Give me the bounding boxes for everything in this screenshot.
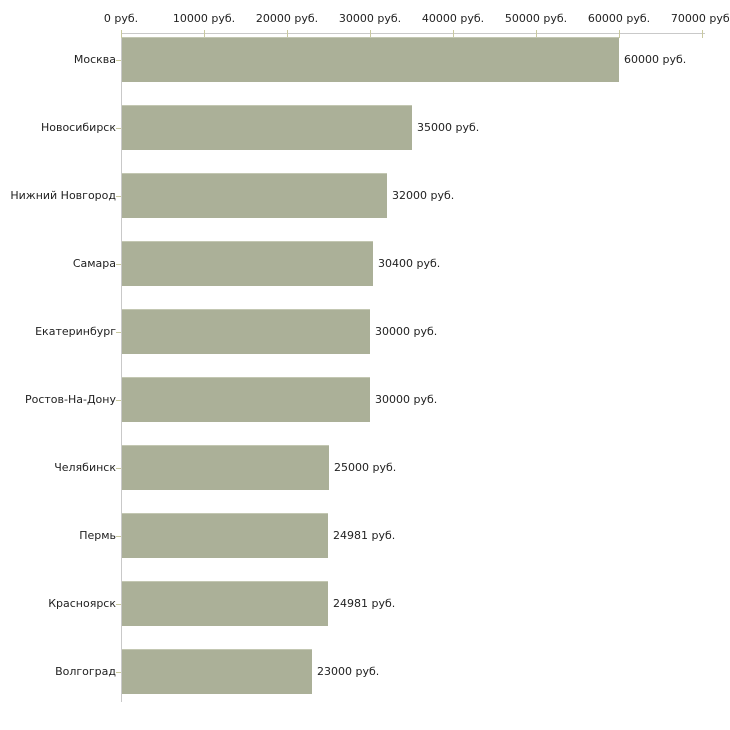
bar (122, 377, 370, 422)
x-axis-tick (536, 30, 537, 38)
bar (122, 105, 412, 150)
x-axis-tick (453, 30, 454, 38)
x-axis-tick-label: 40000 руб. (421, 12, 485, 25)
category-label: Самара (72, 256, 116, 270)
value-label: 23000 руб. (317, 664, 380, 678)
x-axis-tick (702, 30, 703, 38)
value-label: 24981 руб. (333, 596, 396, 610)
bar (122, 445, 329, 490)
bar (122, 513, 328, 558)
y-axis-tick (116, 468, 121, 469)
y-axis-tick (116, 604, 121, 605)
x-axis-tick-label: 60000 руб. (587, 12, 651, 25)
value-label: 25000 руб. (334, 460, 397, 474)
y-axis-tick (116, 672, 121, 673)
bar (122, 309, 370, 354)
x-axis-tick-label: 10000 руб. (172, 12, 236, 25)
x-axis-tick-label: 20000 руб. (255, 12, 319, 25)
category-label: Красноярск (48, 596, 116, 610)
value-label: 60000 руб. (624, 52, 687, 66)
bar (122, 649, 312, 694)
bar (122, 241, 373, 286)
y-axis-tick (116, 196, 121, 197)
value-label: 32000 руб. (392, 188, 455, 202)
x-axis-tick (121, 30, 122, 38)
y-axis-tick (116, 264, 121, 265)
value-label: 30000 руб. (375, 324, 438, 338)
value-label: 35000 руб. (417, 120, 480, 134)
x-axis-tick-label: 70000 руб. (670, 12, 730, 25)
value-label: 30400 руб. (378, 256, 441, 270)
y-axis-tick (116, 128, 121, 129)
category-label: Волгоград (55, 664, 116, 678)
value-label: 24981 руб. (333, 528, 396, 542)
x-axis-tick (287, 30, 288, 38)
category-label: Челябинск (54, 460, 116, 474)
value-label: 30000 руб. (375, 392, 438, 406)
bar (122, 173, 387, 218)
category-label: Пермь (79, 528, 116, 542)
x-axis-tick-label: 50000 руб. (504, 12, 568, 25)
bar (122, 37, 619, 82)
category-label: Екатеринбург (35, 324, 116, 338)
category-label: Новосибирск (40, 120, 116, 134)
y-axis-tick (116, 332, 121, 333)
x-axis-tick (619, 30, 620, 38)
x-axis-line (121, 33, 705, 34)
y-axis-tick (116, 400, 121, 401)
y-axis-tick (116, 60, 121, 61)
bar (122, 581, 328, 626)
x-axis-tick (204, 30, 205, 38)
y-axis-tick (116, 536, 121, 537)
x-axis-tick (370, 30, 371, 38)
category-label: Москва (73, 52, 116, 66)
y-axis-line (121, 33, 122, 702)
category-label: Нижний Новгород (10, 188, 116, 202)
x-axis-tick-label: 0 руб. (103, 12, 139, 25)
category-label: Ростов-На-Дону (24, 392, 116, 406)
x-axis-tick-label: 30000 руб. (338, 12, 402, 25)
